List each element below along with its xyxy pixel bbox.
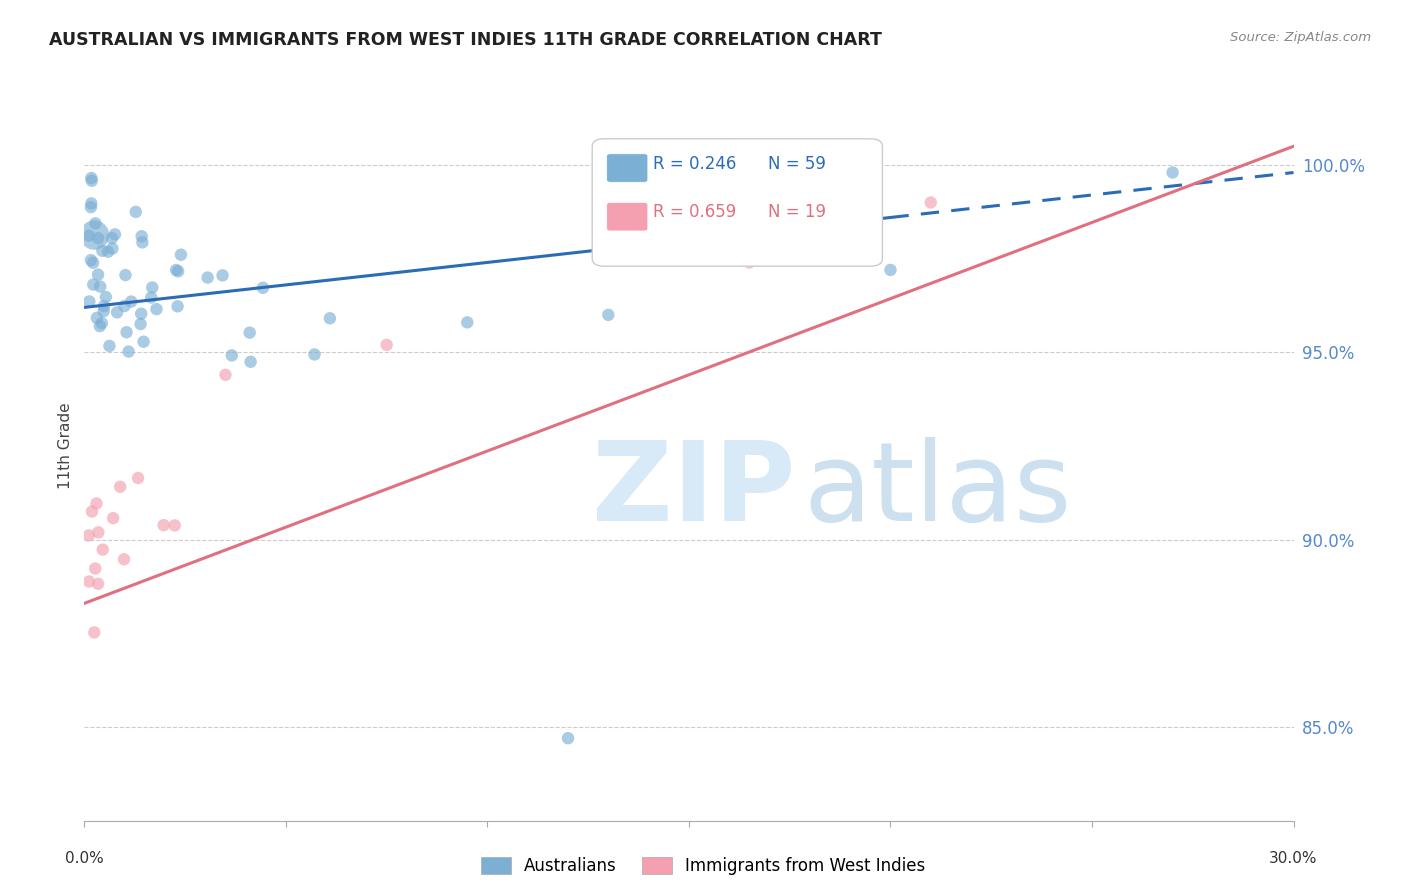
Point: [145, 302, 167, 317]
Point: [101, 231, 124, 245]
Point: [129, 317, 152, 331]
Point: [87, 231, 110, 245]
FancyBboxPatch shape: [607, 202, 648, 231]
Point: [165, 263, 187, 277]
Text: Source: ZipAtlas.com: Source: ZipAtlas.com: [1230, 31, 1371, 45]
Point: [80, 253, 103, 268]
Point: [197, 270, 219, 285]
Point: [375, 338, 398, 352]
Point: [91, 244, 114, 258]
Point: [101, 511, 124, 525]
Point: [132, 334, 155, 349]
Point: [166, 299, 188, 313]
Point: [82, 277, 104, 292]
Point: [83, 625, 105, 640]
Point: [77, 574, 100, 589]
Point: [879, 263, 901, 277]
Text: R = 0.659: R = 0.659: [652, 203, 735, 221]
Point: [131, 235, 153, 250]
Point: [239, 355, 262, 369]
Point: [598, 308, 620, 322]
Legend: Australians, Immigrants from West Indies: Australians, Immigrants from West Indies: [481, 856, 925, 875]
Point: [80, 200, 103, 214]
Point: [163, 518, 186, 533]
Point: [89, 319, 111, 334]
Point: [114, 299, 136, 313]
Point: [101, 242, 124, 256]
Point: [80, 504, 103, 518]
Text: ZIP: ZIP: [592, 437, 796, 544]
Point: [79, 294, 101, 309]
Point: [214, 368, 236, 382]
Point: [170, 248, 193, 262]
Point: [86, 310, 108, 325]
Point: [117, 344, 139, 359]
Point: [152, 518, 174, 533]
Point: [97, 244, 120, 259]
Point: [77, 528, 100, 542]
Point: [129, 307, 152, 321]
Point: [1161, 165, 1184, 179]
Point: [87, 525, 110, 540]
Point: [83, 227, 105, 242]
Point: [319, 311, 342, 326]
FancyBboxPatch shape: [607, 153, 648, 182]
Point: [127, 471, 149, 485]
Point: [77, 228, 100, 243]
Y-axis label: 11th Grade: 11th Grade: [58, 402, 73, 490]
Point: [89, 279, 111, 293]
Point: [91, 542, 114, 557]
Point: [114, 268, 136, 282]
Point: [211, 268, 233, 283]
Point: [93, 304, 115, 318]
Text: R = 0.246: R = 0.246: [652, 154, 735, 172]
Point: [80, 171, 103, 186]
Point: [167, 264, 190, 278]
Point: [112, 552, 135, 566]
Point: [304, 347, 326, 361]
Point: [98, 339, 121, 353]
Point: [738, 255, 761, 269]
Text: AUSTRALIAN VS IMMIGRANTS FROM WEST INDIES 11TH GRADE CORRELATION CHART: AUSTRALIAN VS IMMIGRANTS FROM WEST INDIE…: [49, 31, 882, 49]
Point: [141, 290, 163, 304]
Point: [115, 326, 138, 340]
Point: [90, 316, 112, 330]
Point: [252, 281, 274, 295]
Point: [131, 229, 153, 244]
Point: [80, 174, 103, 188]
Point: [87, 268, 110, 282]
Point: [221, 348, 243, 362]
Point: [141, 280, 163, 294]
Point: [105, 305, 128, 319]
Point: [557, 731, 579, 746]
Text: N = 59: N = 59: [768, 154, 825, 172]
Point: [87, 577, 110, 591]
FancyBboxPatch shape: [592, 139, 883, 266]
Text: N = 19: N = 19: [768, 203, 825, 221]
Point: [239, 326, 262, 340]
Text: atlas: atlas: [804, 437, 1073, 544]
Point: [93, 299, 115, 313]
Text: 0.0%: 0.0%: [65, 851, 104, 866]
Point: [94, 290, 117, 304]
Point: [108, 480, 131, 494]
Point: [104, 227, 127, 242]
Point: [84, 216, 107, 230]
Point: [456, 315, 478, 329]
Point: [125, 204, 148, 219]
Point: [86, 496, 108, 510]
Text: 30.0%: 30.0%: [1270, 851, 1317, 866]
Point: [120, 294, 142, 309]
Point: [82, 256, 104, 270]
Point: [80, 196, 103, 211]
Point: [84, 561, 107, 575]
Point: [920, 195, 942, 210]
